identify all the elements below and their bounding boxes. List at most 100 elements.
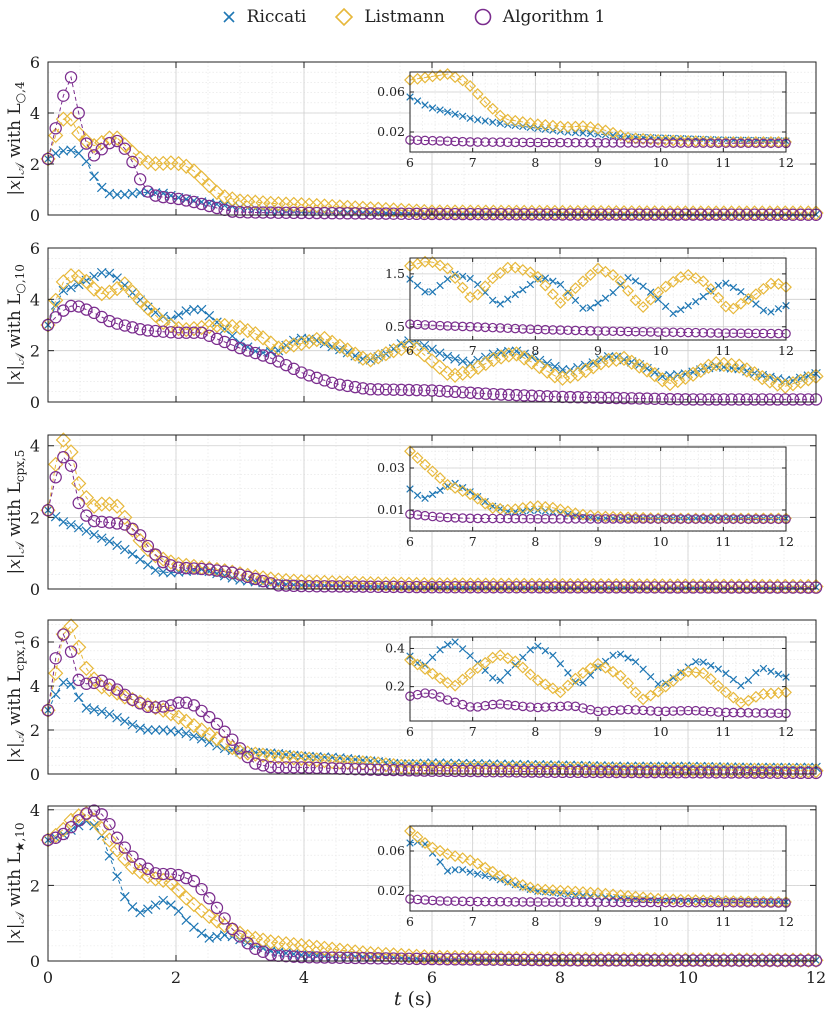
data-point-algorithm1 — [95, 515, 108, 528]
panel-5-inset-line-listmann — [409, 830, 787, 903]
data-point-algorithm1 — [690, 138, 701, 148]
data-point-riccati — [273, 947, 284, 958]
data-point-algorithm1 — [717, 766, 731, 779]
data-point-listmann — [48, 665, 64, 681]
data-point-algorithm1 — [226, 338, 239, 352]
data-point-algorithm1 — [600, 138, 611, 148]
data-point-riccati — [601, 893, 610, 902]
data-point-algorithm1 — [593, 138, 603, 148]
data-point-algorithm1 — [272, 761, 285, 774]
data-point-algorithm1 — [427, 895, 438, 906]
data-point-algorithm1 — [694, 581, 708, 594]
data-point-algorithm1 — [118, 841, 132, 854]
data-point-listmann — [739, 362, 755, 378]
data-point-riccati — [73, 279, 84, 290]
data-point-riccati — [774, 670, 783, 678]
data-point-algorithm1 — [570, 137, 581, 148]
data-point-listmann — [569, 672, 582, 685]
data-point-algorithm1 — [448, 953, 462, 966]
data-point-algorithm1 — [748, 581, 761, 594]
panel-4-inset-x-tick-label: 10 — [653, 724, 669, 739]
data-point-algorithm1 — [751, 138, 761, 149]
data-point-algorithm1 — [758, 898, 769, 908]
data-point-algorithm1 — [587, 391, 600, 404]
data-point-algorithm1 — [563, 514, 573, 524]
data-point-listmann — [147, 548, 164, 564]
data-point-listmann — [301, 197, 317, 213]
data-point-algorithm1 — [420, 320, 430, 330]
data-point-algorithm1 — [187, 562, 201, 575]
data-point-algorithm1 — [602, 581, 615, 594]
data-point-riccati — [466, 651, 474, 660]
panel-3: 024|x|𝒜 with Lcpx,56 7 8 9 10 11 120.010.03 — [5, 432, 824, 599]
data-point-algorithm1 — [525, 953, 539, 967]
data-point-listmann — [546, 288, 559, 301]
data-point-riccati — [579, 891, 587, 900]
data-point-algorithm1 — [420, 895, 430, 905]
data-point-listmann — [614, 889, 627, 902]
data-point-algorithm1 — [502, 388, 515, 402]
data-point-algorithm1 — [748, 393, 761, 406]
data-point-listmann — [697, 275, 710, 288]
data-point-algorithm1 — [600, 706, 611, 716]
data-point-riccati — [112, 712, 122, 723]
data-point-algorithm1 — [256, 945, 270, 959]
data-point-riccati — [89, 529, 99, 540]
data-point-algorithm1 — [694, 954, 708, 967]
data-point-listmann — [577, 886, 589, 898]
data-point-algorithm1 — [630, 138, 641, 148]
data-point-algorithm1 — [671, 766, 684, 779]
data-point-listmann — [629, 294, 642, 307]
data-point-riccati — [496, 676, 504, 684]
data-point-algorithm1 — [517, 701, 528, 712]
data-point-algorithm1 — [610, 765, 623, 779]
legend-label-riccati: Riccati — [246, 7, 307, 27]
legend-entry-listmann[interactable]: Listmann — [334, 7, 445, 27]
legend-entry-algorithm1[interactable]: Algorithm 1 — [473, 7, 606, 27]
data-point-listmann — [434, 672, 447, 685]
legend-entry-riccati[interactable]: Riccati — [221, 7, 307, 27]
data-point-riccati — [541, 274, 550, 282]
data-point-algorithm1 — [450, 513, 460, 523]
data-point-algorithm1 — [751, 514, 761, 524]
panel-3-inset-line-riccati — [409, 482, 786, 519]
data-point-algorithm1 — [623, 704, 633, 715]
data-point-algorithm1 — [510, 765, 523, 778]
data-point-listmann — [682, 268, 695, 281]
data-point-listmann — [370, 201, 386, 217]
data-point-listmann — [193, 722, 210, 738]
data-point-listmann — [432, 359, 448, 375]
data-point-algorithm1 — [395, 952, 408, 965]
data-point-algorithm1 — [402, 580, 416, 594]
data-point-riccati — [519, 883, 527, 891]
data-point-listmann — [485, 352, 502, 368]
data-point-algorithm1 — [570, 897, 581, 907]
data-point-algorithm1 — [656, 392, 669, 406]
data-point-algorithm1 — [610, 581, 623, 594]
data-point-listmann — [309, 331, 325, 348]
data-point-riccati — [158, 895, 169, 906]
panel-3-y-tick-label: 0 — [30, 580, 40, 599]
data-point-listmann — [516, 263, 529, 276]
data-point-listmann — [63, 111, 79, 127]
data-point-listmann — [501, 347, 517, 363]
panel-5-x-tick-label: 2 — [171, 968, 181, 987]
data-point-algorithm1 — [743, 138, 754, 149]
y-label-set: 𝒜 — [13, 540, 27, 553]
data-point-algorithm1 — [64, 299, 78, 313]
data-point-riccati — [135, 723, 145, 734]
data-point-listmann — [426, 841, 439, 854]
data-point-algorithm1 — [333, 580, 347, 593]
legend-label-algorithm1: Algorithm 1 — [502, 7, 606, 27]
data-point-riccati — [526, 280, 535, 289]
data-point-listmann — [622, 889, 635, 902]
data-point-algorithm1 — [740, 581, 754, 594]
data-point-listmann — [712, 291, 725, 304]
data-point-listmann — [614, 511, 627, 524]
data-point-algorithm1 — [420, 135, 430, 146]
data-point-listmann — [479, 497, 492, 510]
data-point-algorithm1 — [525, 389, 539, 402]
data-point-algorithm1 — [310, 761, 323, 775]
data-point-algorithm1 — [465, 137, 475, 147]
